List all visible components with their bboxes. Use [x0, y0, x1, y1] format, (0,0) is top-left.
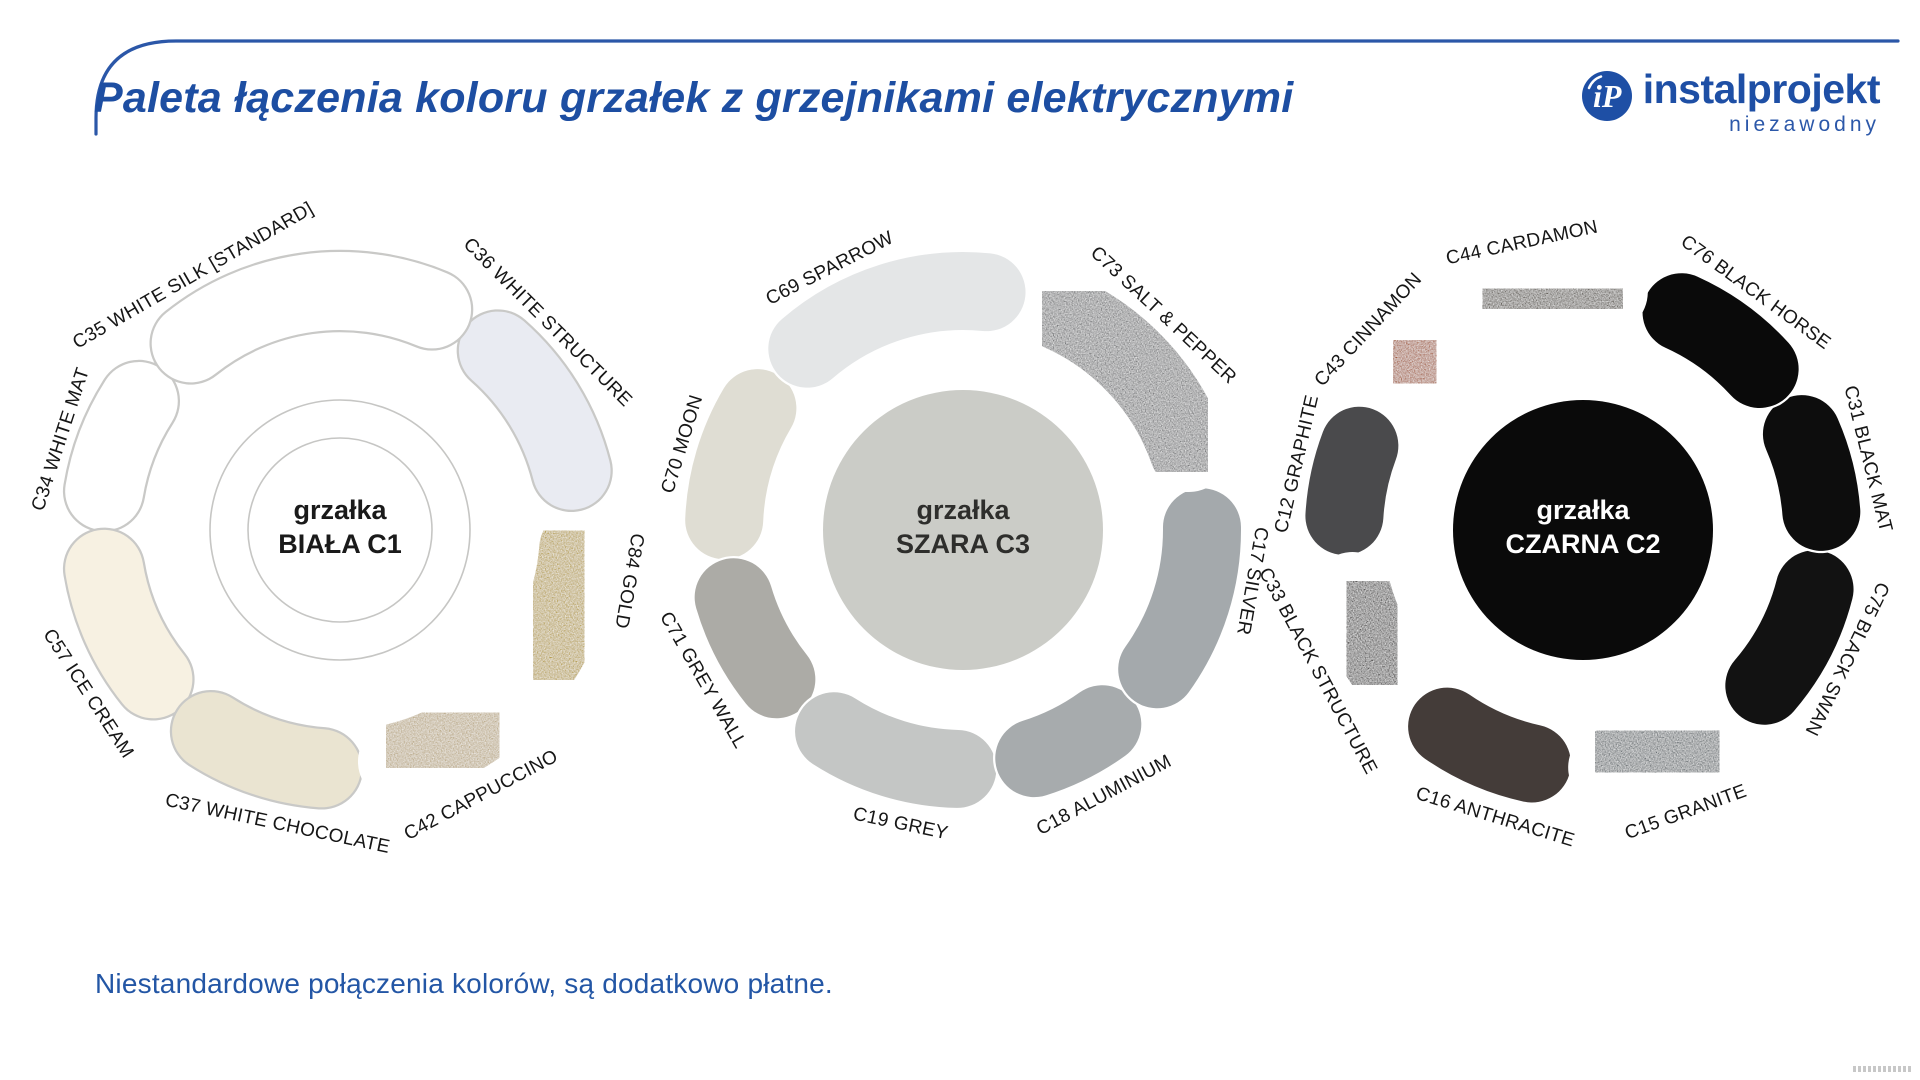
heater-circle — [1453, 400, 1713, 660]
palette-segment-c31 — [1762, 395, 1861, 551]
heater-circle — [247, 437, 433, 623]
page-title: Paleta łączenia koloru grzałek z grzejni… — [94, 74, 1294, 122]
palette-segment-c57 — [65, 529, 193, 719]
heater-label-line1: grzałka — [1536, 495, 1630, 525]
palette-segment-c44 — [1459, 252, 1646, 346]
palette-segment-c37 — [172, 692, 361, 808]
palette-segment-c18 — [995, 685, 1142, 798]
heater-circle — [823, 390, 1103, 670]
brand-logo: iP instalprojekt niezawodny — [1581, 66, 1881, 137]
palette-segment-c35 — [151, 252, 472, 383]
brand-tagline: niezawodny — [1729, 112, 1880, 136]
palette-segment-c12 — [1305, 406, 1399, 556]
heater-label-line2: BIAŁA C1 — [278, 529, 402, 559]
footer-note: Niestandardowe połączenia kolorów, są do… — [95, 968, 833, 999]
heater-label-line2: CZARNA C2 — [1506, 529, 1661, 559]
palette-segment-c42 — [360, 680, 525, 801]
palette-segment-c75 — [1725, 550, 1854, 725]
palette-segment-c71 — [694, 558, 816, 719]
fineprint-microtext — [1853, 1066, 1911, 1072]
palette-segment-c76 — [1642, 273, 1799, 408]
palette-segment-c33 — [1313, 554, 1431, 712]
palette-segment-c16 — [1408, 687, 1571, 803]
heater-label-line1: grzałka — [916, 495, 1010, 525]
palette-segment-c43 — [1359, 306, 1471, 418]
palette-segment-c70 — [685, 369, 797, 560]
palette-segment-c36 — [458, 311, 611, 510]
palette-segment-c34 — [65, 362, 178, 531]
heater-label-line2: SZARA C3 — [896, 529, 1030, 559]
heater-label-line1: grzałka — [293, 495, 387, 525]
brand-name: instalprojekt — [1642, 66, 1881, 112]
palette-segment-c17 — [1118, 488, 1241, 709]
brand-monogram-icon: iP — [1581, 71, 1632, 121]
palette-segment-c19 — [795, 692, 997, 808]
palette-segment-c73 — [1022, 273, 1228, 490]
palette-segment-c15 — [1570, 696, 1744, 807]
segment-label-c19: C19 GREY — [851, 804, 950, 845]
palette-segment-c84 — [499, 509, 618, 702]
palette-segment-c69 — [768, 252, 1026, 388]
brand-monogram-text: iP — [1593, 78, 1622, 114]
